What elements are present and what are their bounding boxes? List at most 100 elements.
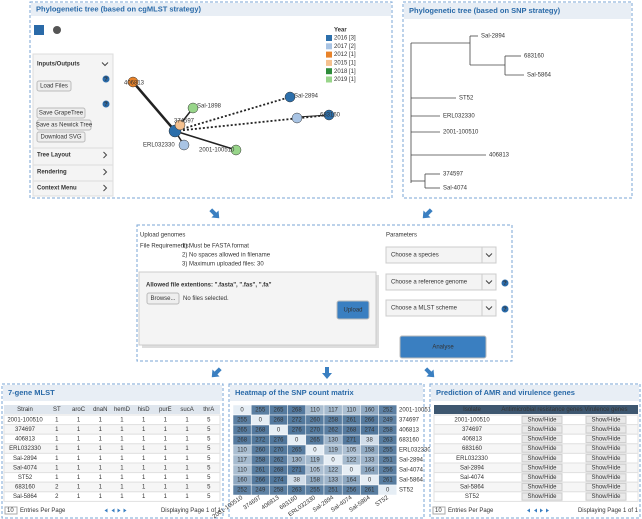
heatmap-value: 256 (346, 488, 357, 494)
allowed-extensions: Allowed file extentions: ".fasta", ".fas… (146, 283, 272, 289)
save-newick-button[interactable] (36, 119, 92, 131)
menu-section[interactable]: Tree Layout (37, 153, 71, 159)
show-hide-button[interactable] (521, 434, 563, 444)
analyse-button[interactable] (399, 335, 487, 359)
help-icon[interactable] (102, 100, 110, 108)
pager-icon[interactable] (117, 508, 121, 513)
chevron (485, 306, 493, 311)
browse-button[interactable] (146, 292, 180, 305)
help-icon-text: ? (104, 102, 108, 108)
heatmap-value: 38 (293, 478, 300, 484)
heatmap-value: 0 (259, 418, 263, 424)
flow-arrow (322, 367, 332, 379)
legend-label: 2015 [1] (334, 60, 356, 66)
load-files-button[interactable] (36, 80, 72, 92)
heatmap-value: 110 (237, 448, 247, 454)
heatmap-value: 274 (364, 428, 375, 434)
table-cell: 1 (55, 437, 59, 443)
pager-icon[interactable] (527, 508, 530, 513)
download-svg-button[interactable] (36, 131, 86, 143)
show-hide-button[interactable] (585, 425, 627, 434)
heatmap-value: 252 (237, 488, 248, 494)
pager-icon[interactable] (123, 508, 127, 513)
per-page-select[interactable] (4, 506, 18, 515)
show-hide-button[interactable] (521, 415, 563, 424)
column-header: purE (159, 407, 172, 413)
logo (34, 25, 44, 35)
heatmap-value: 133 (328, 478, 339, 484)
table-cell: 1 (185, 446, 189, 452)
tree-node (284, 91, 296, 103)
menu-section[interactable]: Rendering (37, 170, 67, 176)
legend-label: 2017 [2] (334, 44, 356, 50)
browse-button-label: Browse... (150, 296, 175, 302)
table-cell: 1 (142, 494, 146, 500)
panel-header (3, 385, 222, 401)
show-hide-button[interactable] (521, 444, 563, 453)
select[interactable] (385, 273, 497, 291)
heatmap-value: 268 (255, 428, 266, 434)
heatmap-value: 276 (273, 438, 284, 444)
legend-swatch (326, 68, 332, 75)
table-cell: 5 (207, 456, 211, 462)
per-page-label: Entries Per Page (20, 508, 66, 514)
pager-icon[interactable] (546, 508, 549, 513)
select[interactable] (385, 299, 497, 317)
show-hide-button[interactable] (521, 425, 563, 434)
panel-header (230, 385, 423, 401)
heatmap-value: 272 (292, 418, 303, 424)
help-icon[interactable] (102, 75, 110, 83)
show-hide-button[interactable] (521, 454, 563, 463)
heatmap-value: 0 (277, 428, 281, 434)
show-hide-label: Show/Hide (527, 446, 557, 452)
show-hide-label: Show/Hide (527, 456, 557, 462)
row-label: 374697 (399, 418, 420, 424)
save-grapetree-button[interactable] (36, 107, 86, 119)
show-hide-button[interactable] (521, 482, 563, 492)
menu-section[interactable]: Context Menu (37, 186, 77, 192)
show-hide-button[interactable] (585, 434, 627, 444)
show-hide-button[interactable] (585, 454, 627, 463)
column-header: Isolate (463, 407, 481, 413)
table-cell: 1 (185, 456, 189, 462)
table-cell: ST52 (18, 475, 33, 481)
table-cell: 683160 (462, 446, 483, 452)
heatmap-value: 160 (237, 478, 248, 484)
pager-icon[interactable] (111, 508, 115, 513)
show-hide-button[interactable] (585, 444, 627, 453)
upload-button[interactable] (336, 300, 370, 320)
analyse-button-label: Analyse (432, 345, 454, 351)
show-hide-button[interactable] (521, 463, 563, 472)
show-hide-button[interactable] (585, 463, 627, 472)
pager-icon[interactable] (540, 508, 543, 513)
tree-edge-dotted (174, 114, 330, 132)
per-page-select[interactable] (432, 506, 446, 515)
table-cell: 1 (164, 465, 168, 471)
show-hide-button[interactable] (585, 415, 627, 424)
show-hide-label: Show/Hide (527, 475, 557, 481)
select[interactable] (385, 246, 497, 264)
table-cell: 1 (120, 417, 124, 423)
show-hide-label: Show/Hide (591, 475, 621, 481)
heatmap-value: 0 (240, 408, 244, 414)
heatmap-value: 262 (273, 458, 284, 464)
show-hide-button[interactable] (585, 482, 627, 492)
leaf-label: Sal-2894 (481, 34, 506, 40)
show-hide-button[interactable] (521, 492, 563, 501)
leaf-label: ST52 (459, 96, 474, 102)
column-header: ST (53, 407, 61, 413)
help-icon[interactable] (501, 279, 509, 287)
table-cell: 374697 (15, 427, 36, 433)
show-hide-button[interactable] (521, 473, 563, 482)
table-cell: 1 (55, 465, 59, 471)
pager-icon[interactable] (104, 508, 108, 513)
show-hide-label: Show/Hide (591, 427, 621, 433)
show-hide-button[interactable] (585, 492, 627, 501)
table-cell: 1 (185, 465, 189, 471)
flow-arrow (424, 367, 435, 378)
show-hide-button[interactable] (585, 473, 627, 482)
pager-icon[interactable] (534, 508, 537, 513)
show-hide-label: Show/Hide (527, 417, 557, 423)
help-icon[interactable] (501, 305, 509, 313)
column-header: Strain (17, 407, 33, 413)
